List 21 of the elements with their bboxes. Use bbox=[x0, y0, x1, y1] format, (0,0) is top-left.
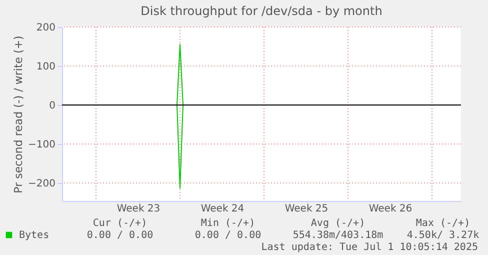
text: Max (-/+) bbox=[416, 218, 470, 229]
text: 0.00 / 0.00 bbox=[86, 230, 154, 241]
x-tick-label: Week 23 bbox=[116, 204, 160, 214]
text: Last update: Tue Jul 1 10:05:14 2025 bbox=[261, 242, 478, 253]
x-tick-label: Week 25 bbox=[284, 204, 328, 214]
y-tick-label: 0 bbox=[49, 100, 56, 112]
y-tick-label: 100 bbox=[36, 62, 56, 73]
y-tick-label: 200 bbox=[36, 22, 56, 34]
y-tick-label: −100 bbox=[28, 140, 56, 151]
x-tick-label: Week 24 bbox=[200, 204, 244, 214]
chart-title: Disk throughput for /dev/sda - by month bbox=[140, 4, 382, 18]
text: 554.38m/403.18m bbox=[292, 230, 384, 241]
text: Avg (-/+) bbox=[310, 218, 366, 229]
text: Min (-/+) bbox=[200, 218, 256, 229]
y-tick-label: −200 bbox=[28, 178, 56, 190]
text: 4.50k/ 3.27k bbox=[406, 230, 480, 241]
legend-label: Bytes bbox=[19, 230, 50, 241]
text: 0.00 / 0.00 bbox=[194, 230, 262, 241]
x-tick-label: Week 26 bbox=[368, 204, 412, 214]
y-axis-title: Pr second read (-) / write (+) bbox=[12, 36, 26, 194]
text: Cur (-/+) bbox=[92, 218, 148, 229]
